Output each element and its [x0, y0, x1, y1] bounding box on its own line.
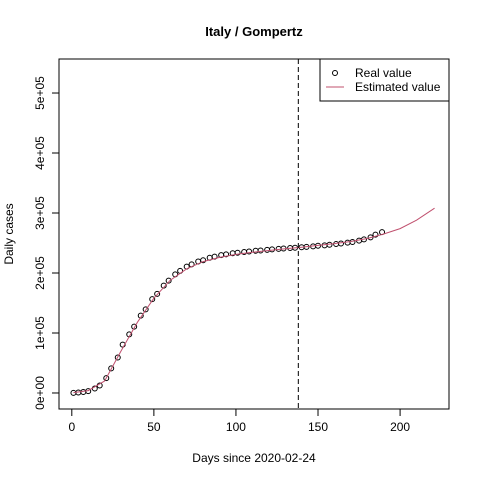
- data-point: [154, 290, 161, 297]
- x-tick-label: 100: [226, 420, 246, 434]
- x-axis-label: Days since 2020-02-24: [192, 451, 316, 465]
- legend-label: Estimated value: [355, 80, 441, 94]
- chart-title: Italy / Gompertz: [205, 24, 303, 39]
- y-tick-label: 0e+00: [33, 376, 47, 410]
- data-point: [200, 257, 207, 264]
- data-point: [234, 249, 241, 256]
- legend-label: Real value: [355, 66, 412, 80]
- data-point: [269, 246, 276, 253]
- y-tick-label: 5e+05: [33, 76, 47, 110]
- y-tick-label: 2e+05: [33, 256, 47, 290]
- data-point: [108, 365, 115, 372]
- y-axis-label: Daily cases: [2, 203, 16, 264]
- x-tick-label: 50: [147, 420, 161, 434]
- data-point: [372, 231, 379, 238]
- y-tick-label: 1e+05: [33, 316, 47, 350]
- data-point: [246, 248, 253, 255]
- x-tick-label: 150: [308, 420, 328, 434]
- data-point: [103, 375, 110, 382]
- legend-box: [319, 58, 450, 102]
- data-point: [223, 251, 230, 258]
- x-tick-label: 0: [68, 420, 75, 434]
- data-point: [142, 306, 149, 313]
- y-tick-label: 3e+05: [33, 196, 47, 230]
- data-point: [257, 247, 264, 254]
- estimated-line: [73, 207, 435, 394]
- y-tick-label: 4e+05: [33, 136, 47, 170]
- legend-marker: [332, 70, 338, 76]
- data-point: [131, 323, 138, 330]
- data-point: [149, 296, 156, 303]
- x-tick-label: 200: [390, 420, 410, 434]
- data-point: [165, 277, 172, 284]
- data-point: [114, 354, 121, 361]
